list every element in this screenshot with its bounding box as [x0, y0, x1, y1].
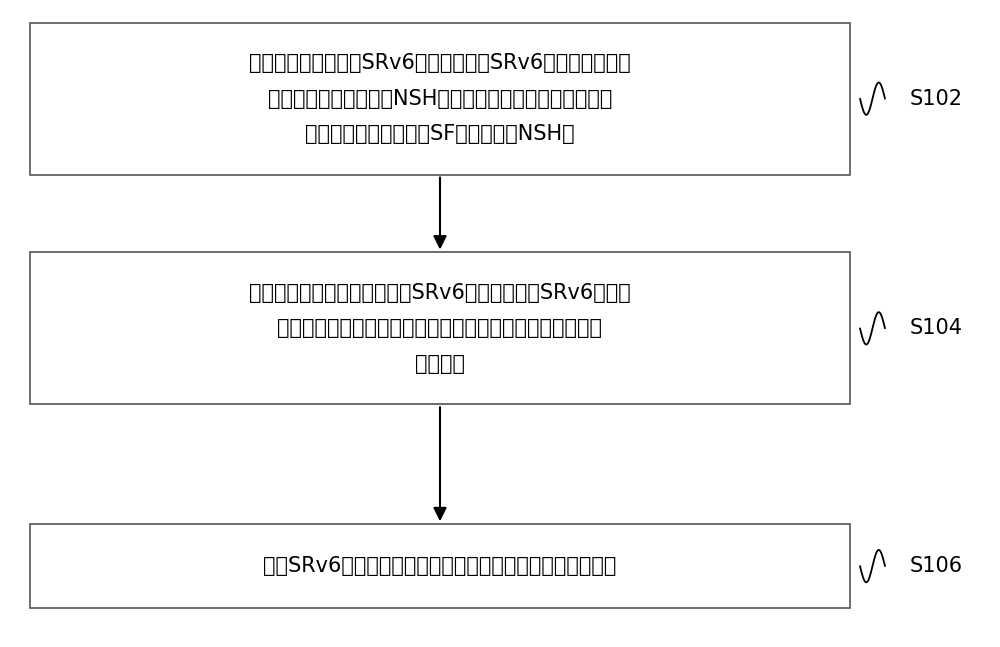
Text: S102: S102	[910, 89, 963, 109]
Text: S106: S106	[910, 556, 963, 576]
FancyBboxPatch shape	[30, 23, 850, 175]
Text: 所述SRv6节点转发所述算力应用流量至选择的所述实例节点: 所述SRv6节点转发所述算力应用流量至选择的所述实例节点	[263, 556, 617, 576]
FancyBboxPatch shape	[30, 252, 850, 404]
FancyBboxPatch shape	[30, 524, 850, 608]
Text: S104: S104	[910, 318, 963, 338]
Text: 应用流量的网络业务头NSH中解析出算力服务，其中，所述: 应用流量的网络业务头NSH中解析出算力服务，其中，所述	[268, 89, 612, 109]
Text: 实例节点: 实例节点	[415, 354, 465, 374]
Text: 算力服务作为业务功能SF封装在所述NSH中: 算力服务作为业务功能SF封装在所述NSH中	[305, 124, 575, 144]
Text: 如果所述算力服务归属于所述SRv6节点，则所述SRv6节点根: 如果所述算力服务归属于所述SRv6节点，则所述SRv6节点根	[249, 283, 631, 303]
Text: 据所述算力服务与多个实例节点之间的映射关系选择对应的: 据所述算力服务与多个实例节点之间的映射关系选择对应的	[277, 318, 602, 338]
Text: 当算力应用流量到达SRv6节点时，所述SRv6节点从所述算力: 当算力应用流量到达SRv6节点时，所述SRv6节点从所述算力	[249, 53, 631, 73]
